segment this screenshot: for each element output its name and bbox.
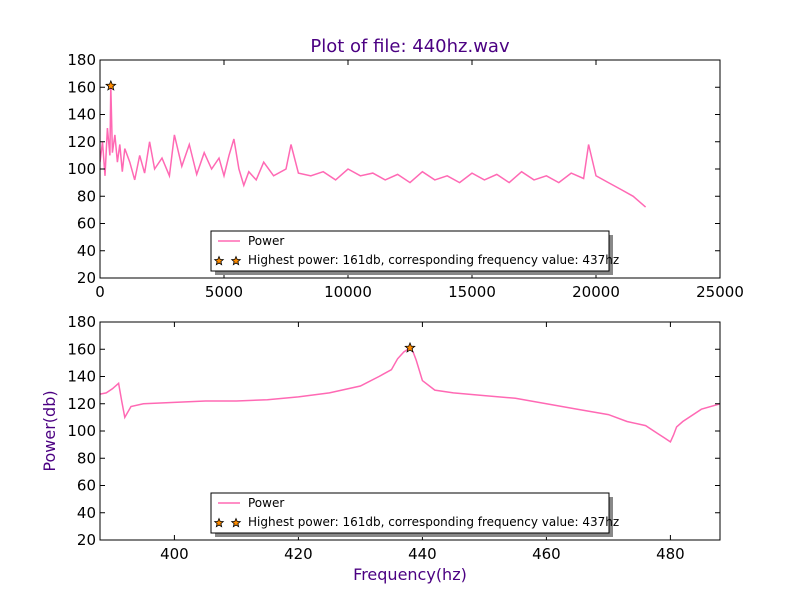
top-legend-star-swatch <box>213 255 242 266</box>
bottom-plot: 400 420 440 460 480 20 40 60 80 100 120 140 160 180 F… <box>40 313 721 584</box>
top-x-tick-label: 25000 <box>696 283 744 301</box>
top-power-series-line <box>100 85 647 208</box>
bottom-x-tick-label: 440 <box>408 545 437 563</box>
bottom-y-tick-label: 100 <box>67 422 96 440</box>
bottom-legend-star-icon <box>230 517 242 528</box>
top-y-tick-label: 80 <box>77 187 96 205</box>
bottom-legend-box <box>210 492 610 534</box>
top-x-tick-label: 15000 <box>448 283 496 301</box>
bottom-y-tick-label: 180 <box>67 313 96 331</box>
top-x-tick-label: 10000 <box>324 283 372 301</box>
top-y-tick-label: 120 <box>67 133 96 151</box>
bottom-peak-marker <box>404 341 416 353</box>
top-legend-power-label: Power <box>248 234 284 248</box>
top-legend-peak-label: Highest power: 161db, corresponding freq… <box>248 253 619 267</box>
bottom-y-tick-label: 120 <box>67 395 96 413</box>
bottom-x-tick-label: 400 <box>160 545 189 563</box>
bottom-series-layer <box>100 341 720 444</box>
bottom-legend-star-icon <box>213 517 225 528</box>
top-legend-box <box>210 230 610 272</box>
bottom-x-tick-label: 480 <box>656 545 685 563</box>
bottom-y-axis-label: Power(db) <box>40 390 59 471</box>
top-x-tick-label: 20000 <box>572 283 620 301</box>
bottom-y-tick-label: 80 <box>77 449 96 467</box>
bottom-y-tick-label: 160 <box>67 340 96 358</box>
top-y-tick-label: 180 <box>67 51 96 69</box>
top-ticks: 0 5000 10000 15000 20000 25000 20 40 60 80 100 120 1… <box>67 51 744 301</box>
bottom-y-tick-label: 140 <box>67 368 96 386</box>
top-legend-star-icon <box>213 255 225 266</box>
bottom-y-tick-label: 20 <box>77 531 96 549</box>
top-y-tick-label: 160 <box>67 78 96 96</box>
bottom-y-tick-label: 60 <box>77 477 96 495</box>
bottom-y-tick-label: 40 <box>77 504 96 522</box>
bottom-legend: Power Highest power: 161db, correspondin… <box>210 492 619 537</box>
top-y-tick-label: 20 <box>77 269 96 287</box>
top-x-tick-label: 0 <box>95 283 105 301</box>
top-y-tick-label: 40 <box>77 242 96 260</box>
top-legend: Power Highest power: 161db, correspondin… <box>210 230 619 275</box>
bottom-x-axis-label: Frequency(hz) <box>353 565 467 584</box>
top-y-tick-label: 100 <box>67 160 96 178</box>
bottom-legend-power-label: Power <box>248 496 284 510</box>
bottom-ticks: 400 420 440 460 480 20 40 60 80 100 120 140 160 180 <box>67 313 720 563</box>
bottom-legend-star-swatch <box>213 517 242 528</box>
top-series-layer <box>100 79 647 208</box>
top-plot-title: Plot of file: 440hz.wav <box>310 36 510 57</box>
top-plot: Plot of file: 440hz.wav 0 5000 10000 15000 2… <box>67 36 744 301</box>
top-y-tick-label: 140 <box>67 106 96 124</box>
top-legend-star-icon <box>230 255 242 266</box>
top-x-tick-label: 5000 <box>205 283 243 301</box>
bottom-x-tick-label: 420 <box>284 545 313 563</box>
top-y-tick-label: 60 <box>77 215 96 233</box>
bottom-legend-peak-label: Highest power: 161db, corresponding freq… <box>248 515 619 529</box>
bottom-x-tick-label: 460 <box>532 545 561 563</box>
top-peak-marker <box>105 79 117 91</box>
